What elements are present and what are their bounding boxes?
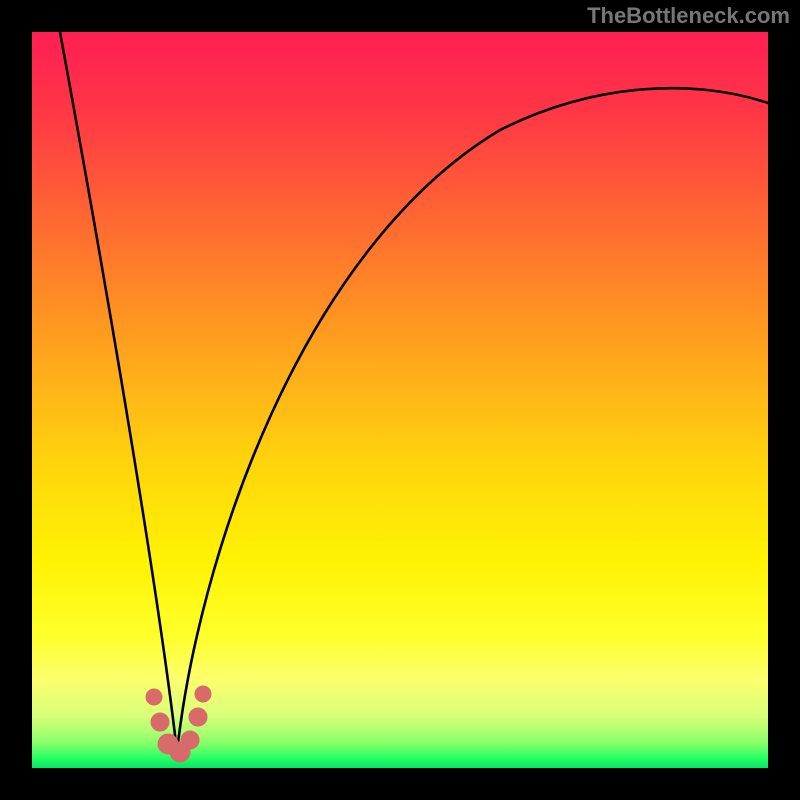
bottleneck-curve-chart bbox=[0, 0, 800, 800]
curve-marker bbox=[195, 686, 211, 702]
watermark-label: TheBottleneck.com bbox=[587, 3, 790, 29]
curve-marker bbox=[151, 713, 169, 731]
chart-background bbox=[32, 32, 768, 768]
curve-marker bbox=[181, 731, 199, 749]
chart-container: TheBottleneck.com bbox=[0, 0, 800, 800]
curve-marker bbox=[189, 708, 207, 726]
curve-marker bbox=[146, 689, 162, 705]
